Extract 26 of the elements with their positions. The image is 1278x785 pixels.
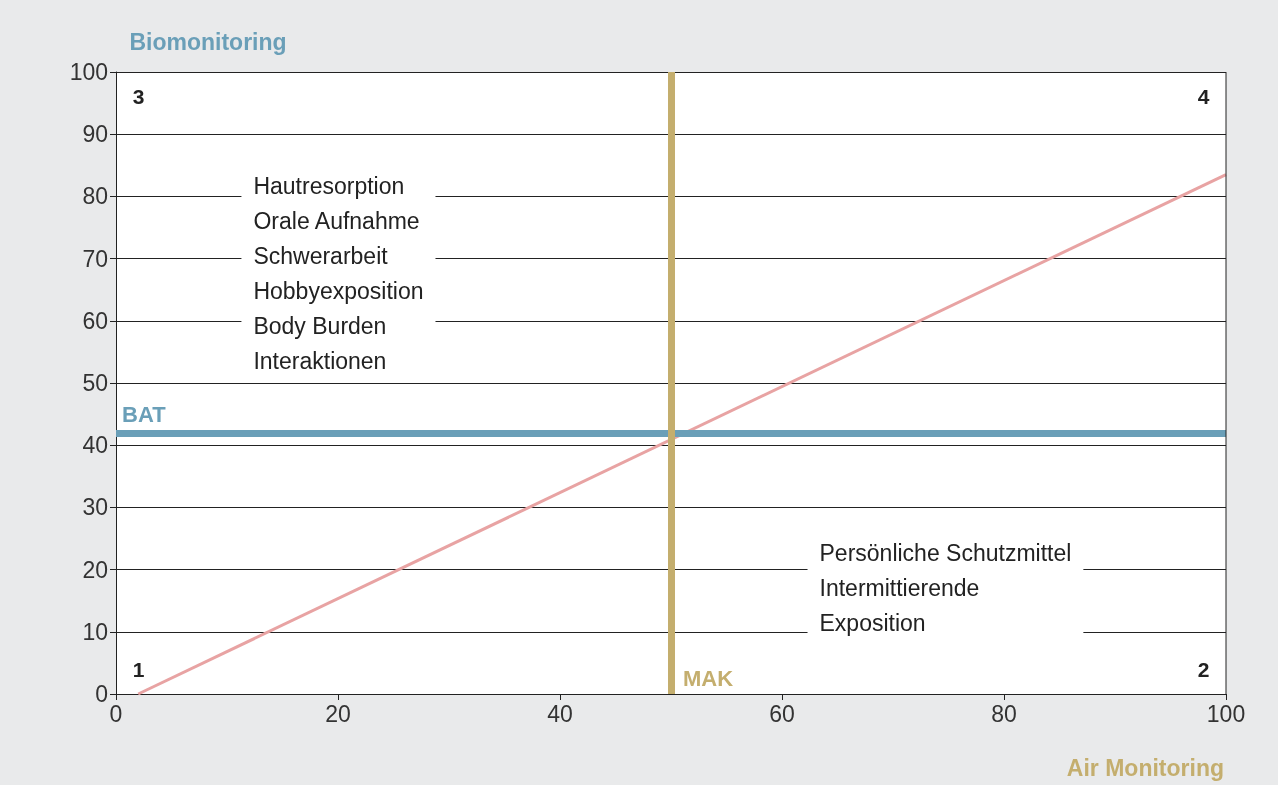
annotation: 1 xyxy=(132,657,145,681)
y-tick-label: 70 xyxy=(82,245,108,272)
x-tick-label: 80 xyxy=(991,700,1017,727)
annotation: 3 xyxy=(132,85,145,109)
x-tick-label: 60 xyxy=(769,700,795,727)
annotation: 2 xyxy=(1197,657,1210,681)
y-tick-label: 20 xyxy=(82,556,108,583)
annotation: Hautresorption Orale Aufnahme Schwerarbeit Hobbyexposition Body Burden Interaktionen xyxy=(253,172,424,374)
y-tick-label: 90 xyxy=(82,121,108,148)
ref-line-label: BAT xyxy=(122,402,167,428)
ref-line-label: MAK xyxy=(683,665,734,691)
x-tick-label: 40 xyxy=(547,700,573,727)
y-tick-label: 40 xyxy=(82,432,108,459)
y-tick-label: 80 xyxy=(82,183,108,210)
x-tick-label: 20 xyxy=(325,700,351,727)
y-tick-label: 60 xyxy=(82,307,108,334)
y-tick-label: 0 xyxy=(95,681,108,707)
annotation: Persönliche Schutzmittel Intermittierende Exposition xyxy=(819,539,1072,636)
y-tick-label: 50 xyxy=(82,370,108,396)
y-tick-label: 30 xyxy=(82,494,108,521)
y-tick-label: 100 xyxy=(69,59,108,85)
x-axis-title: Air Monitoring xyxy=(1066,755,1224,781)
annotation: 4 xyxy=(1197,85,1210,109)
x-tick-label: 100 xyxy=(1206,700,1246,727)
y-tick-label: 10 xyxy=(82,618,108,645)
y-axis-title: Biomonitoring xyxy=(129,29,287,55)
